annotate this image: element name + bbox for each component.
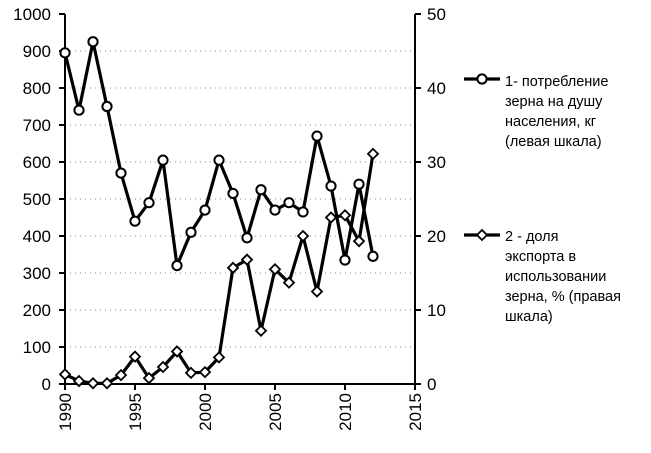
- data-point-diamond: [240, 253, 254, 266]
- series: [58, 36, 380, 390]
- series-2: [58, 147, 380, 390]
- data-point-circle: [476, 73, 488, 85]
- legend-label-line: зерна на душу: [505, 94, 603, 110]
- data-point-diamond: [142, 371, 156, 385]
- right-tick-label: 10: [427, 301, 446, 320]
- left-tick-label: 700: [23, 116, 51, 135]
- axis-ticks: 0 100 200 300 400 500 600 700 800 900 1000 0 10 20 30 4…: [13, 5, 446, 431]
- x-tick-label: 2015: [406, 393, 425, 431]
- data-point-circle: [283, 197, 295, 209]
- data-point-circle: [213, 154, 225, 166]
- data-point-circle: [241, 232, 253, 244]
- data-point-circle: [101, 100, 113, 113]
- legend-item-2: 2 - доля экспорта в использовании зерна, % …: [464, 228, 621, 325]
- data-point-diamond: [114, 368, 128, 382]
- data-point-circle: [199, 204, 211, 216]
- left-tick-label: 100: [23, 338, 51, 357]
- legend-label-line: населения, кг: [505, 114, 596, 130]
- data-point-diamond: [156, 360, 170, 374]
- right-tick-label: 20: [427, 227, 446, 246]
- right-tick-label: 50: [427, 5, 446, 24]
- left-tick-label: 1000: [13, 5, 51, 24]
- data-point-diamond: [184, 366, 198, 380]
- data-point-diamond: [310, 285, 324, 298]
- data-point-circle: [255, 184, 267, 196]
- x-tick-label: 1995: [126, 393, 145, 431]
- legend: 1- потребление зерна на душу населения, кг…: [464, 73, 621, 325]
- data-point-diamond: [226, 261, 240, 275]
- legend-label-line: 2 - доля: [505, 229, 558, 245]
- data-point-circle: [129, 215, 141, 227]
- data-point-circle: [87, 36, 99, 48]
- data-point-diamond: [475, 228, 489, 242]
- data-point-diamond: [254, 324, 268, 337]
- left-tick-label: 0: [42, 375, 51, 394]
- gridlines: [65, 50, 415, 348]
- left-tick-label: 500: [23, 190, 51, 209]
- right-tick-label: 0: [427, 375, 436, 394]
- data-point-diamond: [100, 376, 114, 390]
- data-point-circle: [339, 254, 351, 266]
- data-point-diamond: [58, 368, 72, 381]
- left-tick-label: 400: [23, 227, 51, 246]
- data-point-diamond: [366, 147, 380, 161]
- data-point-circle: [227, 187, 239, 200]
- data-point-diamond: [86, 376, 100, 390]
- left-tick-label: 300: [23, 264, 51, 283]
- x-tick-label: 1990: [56, 393, 75, 431]
- legend-label-line: зерна, % (правая: [505, 289, 621, 305]
- legend-label-line: (левая шкала): [505, 134, 602, 150]
- data-point-diamond: [282, 276, 296, 289]
- legend-label-line: экспорта в: [505, 249, 576, 265]
- legend-label-line: использовании: [505, 269, 606, 285]
- data-point-circle: [73, 104, 85, 116]
- right-tick-label: 40: [427, 79, 446, 98]
- data-point-circle: [325, 180, 337, 192]
- data-point-diamond: [324, 211, 338, 224]
- data-point-diamond: [198, 365, 212, 379]
- left-tick-label: 800: [23, 79, 51, 98]
- data-point-circle: [269, 204, 281, 216]
- legend-label-line: 1- потребление: [505, 74, 608, 90]
- data-point-circle: [367, 250, 379, 262]
- data-point-circle: [59, 47, 71, 59]
- data-point-circle: [143, 197, 155, 209]
- data-point-circle: [297, 206, 309, 218]
- legend-label-line: шкала): [505, 309, 553, 325]
- x-tick-label: 2000: [196, 393, 215, 431]
- data-point-circle: [171, 260, 183, 272]
- data-point-circle: [115, 167, 127, 179]
- series-1: [59, 36, 379, 272]
- left-tick-label: 600: [23, 153, 51, 172]
- data-point-diamond: [352, 234, 366, 248]
- data-point-diamond: [170, 345, 184, 358]
- data-point-diamond: [72, 374, 86, 388]
- x-tick-label: 2005: [266, 393, 285, 431]
- data-point-circle: [185, 226, 197, 238]
- x-tick-label: 2010: [336, 393, 355, 431]
- data-point-diamond: [268, 263, 282, 276]
- data-point-circle: [157, 154, 169, 166]
- legend-item-1: 1- потребление зерна на душу населения, кг…: [464, 73, 608, 150]
- right-tick-label: 30: [427, 153, 446, 172]
- data-point-diamond: [338, 209, 352, 222]
- data-point-diamond: [212, 351, 226, 364]
- left-tick-label: 200: [23, 301, 51, 320]
- data-point-diamond: [128, 350, 142, 363]
- data-point-circle: [311, 130, 323, 142]
- data-point-circle: [353, 178, 365, 190]
- data-point-diamond: [296, 229, 310, 243]
- left-tick-label: 900: [23, 42, 51, 61]
